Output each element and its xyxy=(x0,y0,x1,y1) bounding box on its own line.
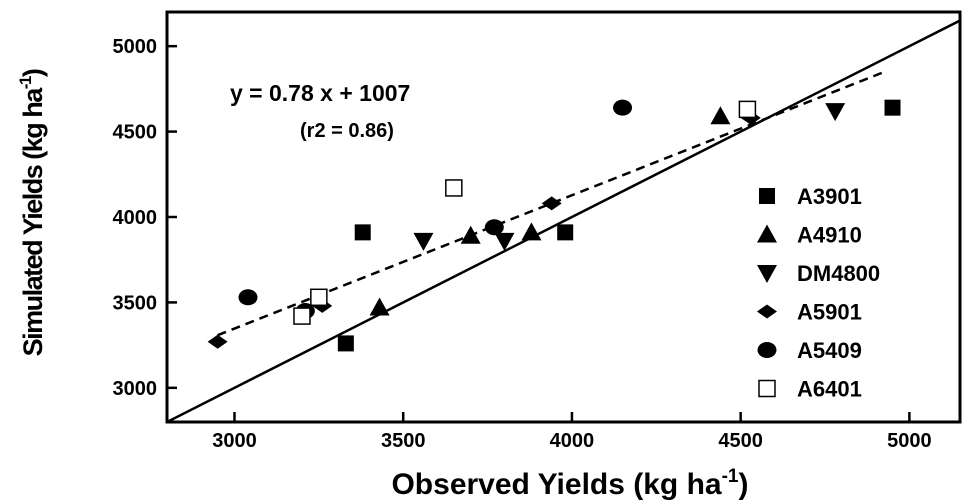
y-tick-label: 4000 xyxy=(113,207,158,229)
point-a5409 xyxy=(613,99,633,116)
x-tick-label: 3000 xyxy=(212,430,257,452)
legend-marker-a6401 xyxy=(758,379,776,398)
point-a6401 xyxy=(445,179,463,197)
point-a6401 xyxy=(738,100,757,119)
y-tick-label: 3500 xyxy=(113,292,158,314)
legend-label: A5901 xyxy=(797,300,862,325)
axis-ticks: 3000 3500 4000 4500 5000 3000 3500 4000 4500 5000 xyxy=(113,36,932,452)
legend-marker-a3901 xyxy=(759,188,775,204)
legend-label: A6401 xyxy=(797,377,862,402)
point-a5409 xyxy=(484,219,504,236)
one-to-one-line xyxy=(167,19,960,422)
point-dm4800 xyxy=(494,232,515,251)
y-tick-label: 4500 xyxy=(113,122,158,144)
data-points xyxy=(207,99,901,352)
point-dm4800 xyxy=(825,103,846,122)
legend-marker-dm4800 xyxy=(757,265,777,283)
x-tick-label: 4000 xyxy=(550,430,595,452)
y-tick-label: 5000 xyxy=(113,36,158,58)
point-a4910 xyxy=(460,225,481,244)
y-tick-label: 3000 xyxy=(113,378,158,400)
point-a3901 xyxy=(884,99,901,116)
r2-text: (r2 = 0.86) xyxy=(300,120,394,142)
legend-marker-a5409 xyxy=(757,342,777,358)
equation-text: y = 0.78 x + 1007 xyxy=(230,80,410,106)
x-tick-label: 5000 xyxy=(887,430,932,452)
point-a4910 xyxy=(710,106,731,125)
legend-label: A5409 xyxy=(797,338,862,363)
point-a4910 xyxy=(369,297,390,316)
x-tick-label: 4500 xyxy=(718,430,763,452)
legend-label: A3901 xyxy=(797,184,862,209)
legend-label: A4910 xyxy=(797,223,862,248)
point-a3901 xyxy=(337,335,354,352)
point-a4910 xyxy=(521,222,542,241)
y-axis-label: Simulated Yields (kg ha-1) xyxy=(16,69,48,356)
x-tick-label: 3500 xyxy=(381,430,426,452)
point-a3901 xyxy=(354,224,371,241)
legend-label: DM4800 xyxy=(797,261,880,286)
point-a5901 xyxy=(207,334,228,349)
point-a5409 xyxy=(238,289,258,306)
legend-marker-a5901 xyxy=(757,304,777,319)
legend: A3901 A4910 DM4800 A5901 A5409 A6401 xyxy=(757,184,880,402)
reference-lines xyxy=(167,19,960,422)
point-a6401 xyxy=(310,288,328,307)
legend-marker-a4910 xyxy=(757,224,777,243)
point-a3901 xyxy=(557,224,574,241)
point-dm4800 xyxy=(413,232,434,251)
point-a5901 xyxy=(541,196,562,211)
x-axis-label: Observed Yields (kg ha-1) xyxy=(391,466,748,501)
point-a6401 xyxy=(293,307,311,325)
